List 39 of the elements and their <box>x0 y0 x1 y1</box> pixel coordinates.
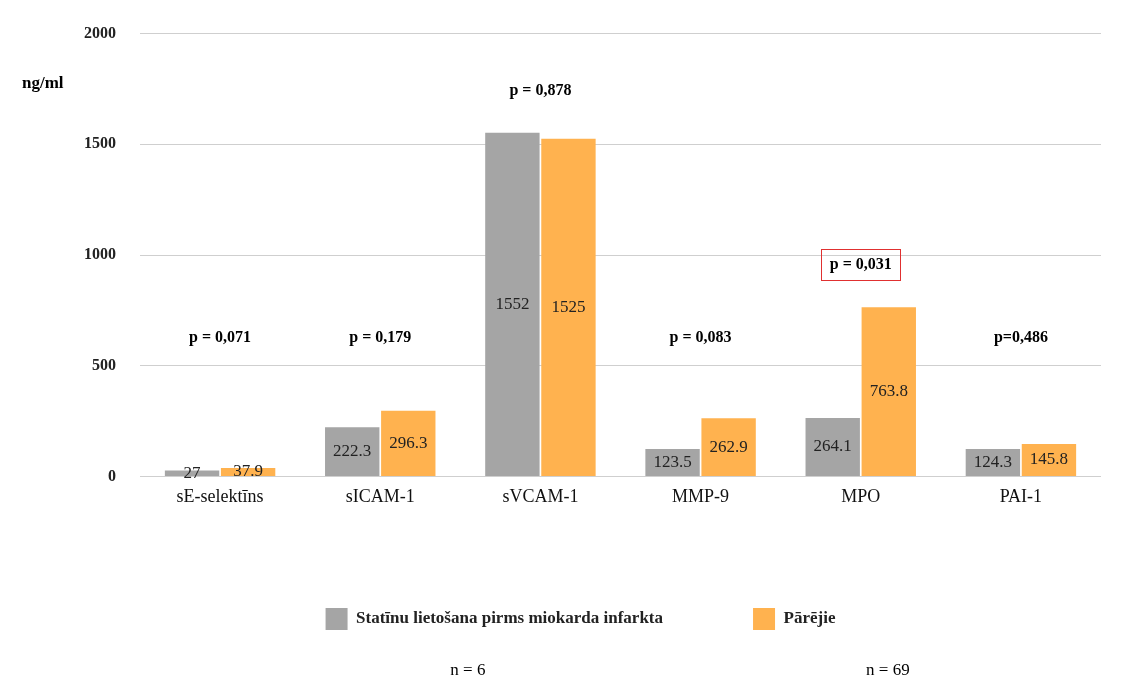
data-label: 296.3 <box>389 432 428 452</box>
bar <box>325 427 380 476</box>
data-label: 124.3 <box>973 451 1013 471</box>
y-tick-label: 1000 <box>84 245 116 263</box>
x-tick-label: MMP-9 <box>672 485 730 506</box>
bar <box>541 138 596 476</box>
x-tick-label: sE-selektīns <box>176 485 264 506</box>
annotation: p = 0,071 <box>189 327 252 346</box>
annotation: p=0,486 <box>993 327 1048 346</box>
y-tick-label: 1500 <box>84 134 116 152</box>
data-label: 763.8 <box>869 381 908 401</box>
x-tick-label: PAI-1 <box>999 485 1043 506</box>
text: n = 6 <box>450 660 486 680</box>
annotation: p = 0,878 <box>509 80 572 99</box>
annotation: p = 0,179 <box>349 327 412 346</box>
bar <box>861 307 916 476</box>
data-label: 262.9 <box>709 436 748 456</box>
x-tick-label: MPO <box>841 485 881 506</box>
legend-label: Statīnu lietošana pirms miokarda infarkta <box>356 608 664 628</box>
data-label: 1552 <box>495 293 530 313</box>
y-axis-title: ng/ml <box>22 72 64 92</box>
y-tick-label: 500 <box>92 355 116 373</box>
data-label: 264.1 <box>813 436 852 456</box>
x-tick-label: sVCAM-1 <box>502 485 579 506</box>
bar <box>805 417 860 476</box>
legend-label: Pārējie <box>783 608 836 628</box>
y-tick-label: 0 <box>108 466 116 484</box>
annotation: p = 0,083 <box>669 327 732 346</box>
x-tick-label: sICAM-1 <box>345 485 415 506</box>
y-tick-label: 2000 <box>84 23 116 41</box>
bar <box>381 410 436 476</box>
annotation: p = 0,031 <box>829 255 892 274</box>
text: n = 69 <box>866 660 910 680</box>
bar <box>485 132 540 476</box>
data-label: 145.8 <box>1029 449 1069 469</box>
data-label: 222.3 <box>333 441 372 461</box>
data-label: 1525 <box>551 296 586 316</box>
data-label: 123.5 <box>653 451 692 471</box>
bar <box>701 418 756 476</box>
